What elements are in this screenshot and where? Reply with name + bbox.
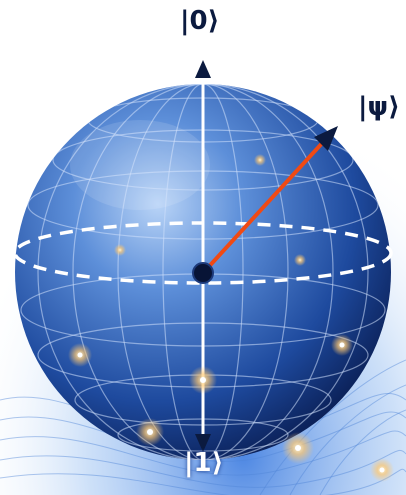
background-waves — [0, 359, 406, 495]
center-point — [192, 262, 214, 284]
state-vector — [201, 138, 327, 275]
axis-arrow-down-icon — [195, 434, 211, 452]
ket-one-label: |1⟩ — [184, 448, 224, 478]
sparkles — [68, 154, 394, 482]
axis-arrow-up-icon — [195, 60, 211, 78]
ket-zero-label: |0⟩ — [180, 6, 220, 36]
state-vector-arrowhead-icon — [314, 126, 338, 151]
ket-psi-label: |ψ⟩ — [358, 92, 401, 122]
sphere-highlight — [70, 120, 210, 210]
